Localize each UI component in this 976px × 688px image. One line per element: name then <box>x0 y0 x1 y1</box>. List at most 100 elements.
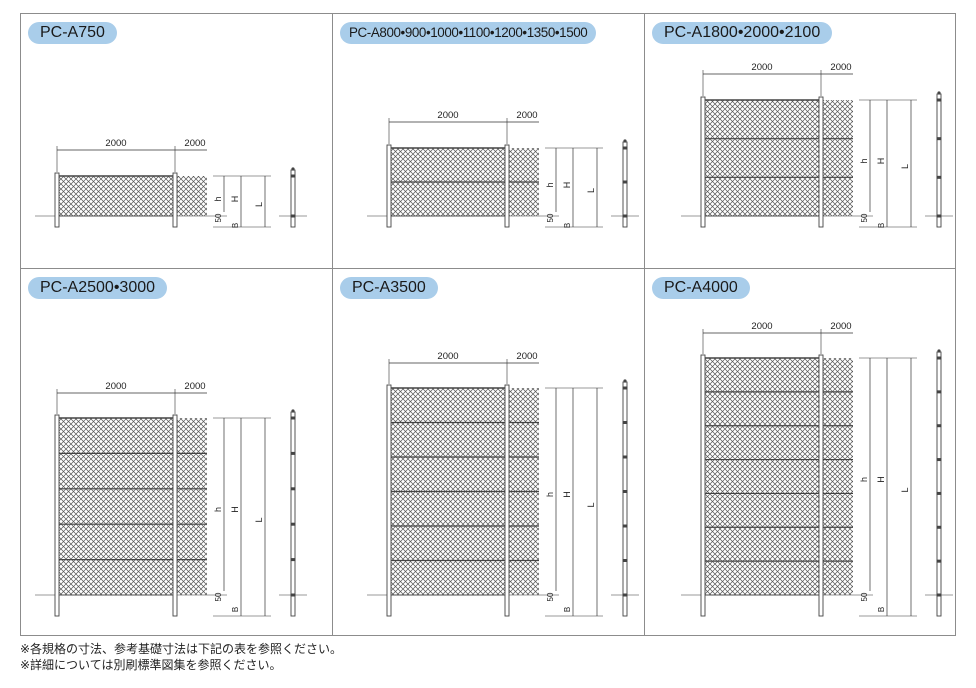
model-label: PC-A750 <box>28 22 117 44</box>
side-rail-clamp <box>290 451 296 455</box>
mesh-panel-next <box>175 176 207 216</box>
fence-drawing: 2000 2000 h H L 50 B <box>35 381 307 617</box>
side-rail-clamp <box>622 559 628 562</box>
width-label: 2000 <box>751 62 772 73</box>
side-post-cap <box>291 167 295 171</box>
side-rail-clamp <box>936 390 942 394</box>
fence-post <box>818 354 824 617</box>
footnotes: ※各規格の寸法、参考基礎寸法は下記の表を参照ください。 ※詳細については別刷標準… <box>20 641 342 673</box>
side-rail-clamp <box>290 174 296 178</box>
H-label: H <box>230 506 240 513</box>
width-label: 2000 <box>437 110 458 121</box>
width-label: 2000 <box>105 138 126 149</box>
side-rail-clamp <box>622 593 628 597</box>
foundation-label: 50 <box>546 213 555 222</box>
panel-pc-a800-1500: PC-A800•900•1000•1100•1200•1350•1500 200… <box>333 14 645 269</box>
fence-post <box>386 384 392 617</box>
model-label: PC-A800•900•1000•1100•1200•1350•1500 <box>340 22 597 44</box>
side-rail-clamp <box>290 487 296 491</box>
B-label: B <box>877 223 886 228</box>
side-view-post <box>290 169 296 228</box>
H-label: H <box>562 182 572 189</box>
mesh-panel <box>56 417 176 596</box>
fence-post <box>54 414 60 617</box>
width-label-next: 2000 <box>184 381 205 392</box>
side-rail-clamp <box>290 522 296 526</box>
width-label-next: 2000 <box>184 138 205 149</box>
side-post-cap <box>623 379 627 383</box>
panel-pc-a1800-2100: PC-A1800•2000•2100 2000 2000 h H L 50 B <box>645 14 955 269</box>
side-rail-clamp <box>936 424 942 428</box>
width-label: 2000 <box>105 381 126 392</box>
H-label: H <box>230 196 240 203</box>
footnote-line: ※詳細については別刷標準図集を参照ください。 <box>20 658 282 672</box>
side-rail-clamp <box>622 490 628 493</box>
fence-post <box>504 144 510 228</box>
width-label-next: 2000 <box>516 351 537 362</box>
L-label: L <box>586 188 596 193</box>
mesh-panel <box>702 357 822 596</box>
fence-drawing: 2000 2000 h H L 50 B <box>367 351 639 617</box>
foundation-label: 50 <box>860 592 869 601</box>
footnote-line: ※各規格の寸法、参考基礎寸法は下記の表を参照ください。 <box>20 642 343 656</box>
width-label-next: 2000 <box>516 110 537 121</box>
h-label: h <box>859 158 869 163</box>
side-rail-clamp <box>622 180 628 184</box>
side-post-cap <box>937 349 941 353</box>
L-label: L <box>254 202 264 207</box>
side-rail-clamp <box>622 214 628 218</box>
model-label: PC-A3500 <box>340 277 438 299</box>
side-rail-clamp <box>936 137 942 141</box>
mesh-panel-next <box>175 418 207 595</box>
model-label: PC-A2500•3000 <box>28 277 168 299</box>
panel-pc-a4000: PC-A4000 2000 2000 h H L 50 B <box>645 269 955 635</box>
side-rail-clamp <box>936 525 942 529</box>
panel-pc-a2500-3000: PC-A2500•3000 2000 2000 h H L 50 B <box>21 269 333 635</box>
side-rail-clamp <box>936 491 942 495</box>
width-label-next: 2000 <box>830 321 851 332</box>
h-label: h <box>859 477 869 482</box>
side-view-post <box>622 141 628 228</box>
side-rail-clamp <box>290 558 296 562</box>
B-label: B <box>231 223 240 228</box>
side-post-cap <box>291 409 295 413</box>
side-post-cap <box>623 139 627 143</box>
L-label: L <box>900 164 910 169</box>
width-label-next: 2000 <box>830 62 851 73</box>
side-rail-clamp <box>936 214 942 218</box>
mesh-panel <box>702 99 822 217</box>
side-post-cap <box>937 91 941 95</box>
fence-post <box>54 172 60 228</box>
mesh-panel-next <box>821 100 853 216</box>
fence-post <box>504 384 510 617</box>
side-view-post <box>936 93 942 228</box>
h-label: h <box>545 182 555 187</box>
foundation-label: 50 <box>214 592 223 601</box>
side-rail-clamp <box>622 386 628 390</box>
side-rail-clamp <box>290 593 296 597</box>
panel-pc-a3500: PC-A3500 2000 2000 h H L 50 B <box>333 269 645 635</box>
h-label: h <box>213 196 223 201</box>
H-label: H <box>562 491 572 498</box>
fence-post <box>172 172 178 228</box>
side-rail-clamp <box>290 416 296 420</box>
B-label: B <box>877 607 886 612</box>
mesh-panel-next <box>821 358 853 595</box>
width-label: 2000 <box>437 351 458 362</box>
h-label: h <box>545 492 555 497</box>
L-label: L <box>900 487 910 492</box>
H-label: H <box>876 158 886 165</box>
L-label: L <box>586 502 596 507</box>
fence-post <box>818 96 824 228</box>
fence-drawing: 2000 2000 h H L 50 B <box>367 110 639 228</box>
side-rail-clamp <box>622 146 628 150</box>
foundation-label: 50 <box>546 592 555 601</box>
fence-post <box>172 414 178 617</box>
h-label: h <box>213 507 223 512</box>
fence-post <box>386 144 392 228</box>
fence-drawing: 2000 2000 h H L 50 B <box>35 138 307 228</box>
side-rail-clamp <box>936 175 942 179</box>
fence-post <box>700 96 706 228</box>
side-rail-clamp <box>622 524 628 528</box>
foundation-label: 50 <box>214 213 223 222</box>
